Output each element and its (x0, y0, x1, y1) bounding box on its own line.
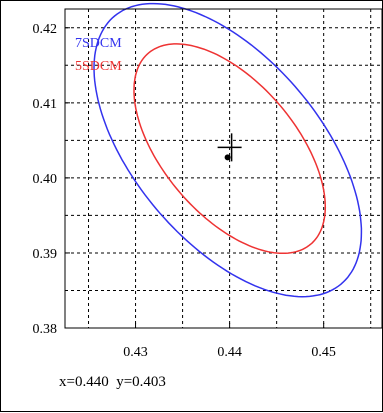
grid-layer (65, 9, 382, 328)
marker-point (224, 154, 231, 161)
ellipse-7sdcm (93, 2, 363, 298)
ellipse-layer (93, 2, 363, 298)
y-tick-label: 0.42 (33, 22, 58, 37)
x-tick-label: 0.43 (123, 345, 148, 360)
y-tick-label: 0.41 (33, 97, 58, 112)
tick-layer: 0.43 0.44 0.45 0.38 0.39 0.40 0.41 0.42 (33, 22, 336, 360)
x-tick-label: 0.44 (217, 345, 242, 360)
legend-entry-7sdcm: 7SDCM (75, 36, 122, 51)
ellipse-5sdcm (133, 43, 327, 255)
x-tick-label: 0.45 (311, 345, 336, 360)
y-tick-label: 0.38 (33, 322, 58, 337)
marker-layer (217, 133, 242, 162)
legend-entry-5sdcm: 5SDCM (75, 59, 122, 74)
coordinate-readout: x=0.440 y=0.403 (59, 374, 166, 390)
y-tick-label: 0.40 (33, 172, 58, 187)
y-tick-label: 0.39 (33, 247, 58, 262)
plot-border (64, 8, 383, 329)
legend-layer: 7SDCM 5SDCM (75, 36, 122, 74)
